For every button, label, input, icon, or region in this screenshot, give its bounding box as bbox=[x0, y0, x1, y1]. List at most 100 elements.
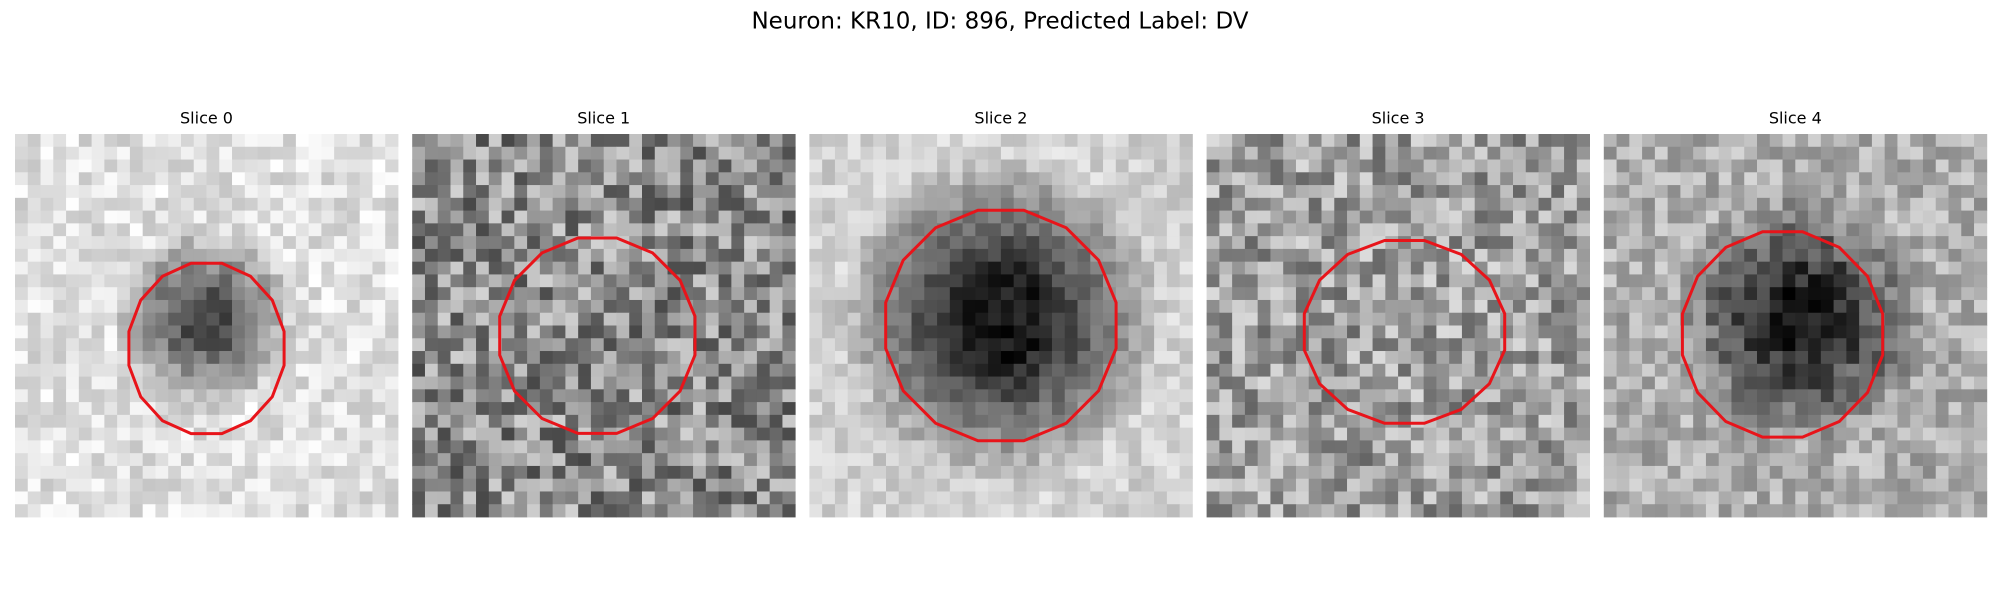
pixel bbox=[1642, 325, 1656, 339]
pixel bbox=[911, 504, 925, 518]
pixel bbox=[15, 134, 29, 148]
pixel bbox=[1000, 210, 1015, 224]
pixel bbox=[1538, 363, 1552, 377]
pixel bbox=[1576, 478, 1590, 492]
pixel bbox=[642, 491, 656, 505]
pixel bbox=[1232, 427, 1246, 441]
pixel bbox=[1103, 236, 1117, 250]
pixel bbox=[219, 363, 233, 377]
pixel bbox=[539, 210, 554, 224]
pixel bbox=[1910, 312, 1924, 326]
pixel bbox=[1757, 414, 1771, 429]
pixel bbox=[1232, 134, 1246, 148]
pixel bbox=[924, 261, 938, 275]
pixel bbox=[1077, 248, 1091, 263]
pixel bbox=[975, 274, 989, 288]
pixel bbox=[1564, 504, 1578, 518]
pixel bbox=[66, 338, 80, 352]
pixel bbox=[359, 478, 373, 492]
pixel bbox=[1859, 299, 1873, 314]
pixel bbox=[27, 414, 41, 429]
pixel bbox=[1219, 146, 1233, 160]
pixel bbox=[1513, 312, 1527, 326]
pixel bbox=[1166, 287, 1181, 301]
pixel bbox=[437, 478, 451, 492]
pixel bbox=[1961, 159, 1975, 173]
pixel bbox=[1206, 134, 1220, 148]
pixel bbox=[180, 274, 195, 288]
pixel bbox=[822, 134, 836, 148]
pixel bbox=[1769, 453, 1783, 467]
pixel bbox=[1283, 453, 1297, 467]
pixel bbox=[1051, 248, 1066, 263]
pixel bbox=[1385, 504, 1399, 518]
pixel bbox=[1166, 465, 1181, 480]
pixel bbox=[756, 223, 771, 237]
pixel bbox=[1090, 478, 1104, 492]
pixel bbox=[1115, 159, 1129, 173]
pixel bbox=[1808, 146, 1822, 160]
pixel bbox=[476, 236, 490, 250]
pixel bbox=[295, 172, 310, 186]
pixel bbox=[898, 172, 912, 186]
pixel bbox=[1564, 389, 1578, 403]
pixel bbox=[1718, 427, 1732, 441]
pixel bbox=[1693, 197, 1707, 211]
pixel bbox=[1283, 363, 1297, 377]
pixel bbox=[769, 427, 783, 441]
pixel bbox=[1232, 504, 1246, 518]
pixel bbox=[1718, 338, 1732, 352]
pixel bbox=[359, 261, 373, 275]
pixel bbox=[1257, 248, 1271, 263]
pixel bbox=[514, 402, 528, 416]
pixel bbox=[975, 491, 989, 505]
pixel bbox=[1436, 223, 1450, 237]
pixel bbox=[308, 363, 322, 377]
pixel bbox=[705, 236, 719, 250]
pixel bbox=[15, 440, 29, 454]
pixel bbox=[616, 465, 630, 480]
pixel bbox=[1935, 325, 1949, 339]
pixel bbox=[1090, 146, 1104, 160]
pixel bbox=[1757, 172, 1771, 186]
pixel bbox=[308, 197, 322, 211]
pixel bbox=[1551, 338, 1565, 352]
pixel bbox=[603, 274, 617, 288]
pixel bbox=[1026, 389, 1040, 403]
pixel bbox=[1525, 210, 1539, 224]
pixel bbox=[476, 134, 490, 148]
pixel bbox=[142, 402, 156, 416]
pixel bbox=[1232, 159, 1246, 173]
pixel bbox=[412, 402, 426, 416]
pixel bbox=[1705, 465, 1720, 480]
pixel bbox=[886, 504, 900, 518]
pixel bbox=[1295, 223, 1310, 237]
pixel bbox=[1166, 236, 1181, 250]
pixel bbox=[1538, 351, 1552, 365]
pixel bbox=[1128, 287, 1142, 301]
pixel bbox=[1603, 427, 1617, 441]
pixel bbox=[1782, 159, 1796, 173]
pixel bbox=[40, 389, 54, 403]
pixel bbox=[40, 236, 54, 250]
pixel bbox=[27, 491, 41, 505]
pixel bbox=[860, 491, 874, 505]
pixel bbox=[1347, 146, 1361, 160]
pixel bbox=[1884, 338, 1898, 352]
pixel bbox=[1128, 274, 1142, 288]
pixel bbox=[1461, 287, 1476, 301]
pixel bbox=[53, 351, 67, 365]
pixel bbox=[1910, 465, 1924, 480]
pixel bbox=[642, 236, 656, 250]
pixel bbox=[1423, 210, 1437, 224]
pixel bbox=[15, 351, 29, 365]
pixel bbox=[1026, 172, 1040, 186]
pixel bbox=[1449, 465, 1463, 480]
pixel bbox=[680, 274, 694, 288]
pixel bbox=[565, 504, 579, 518]
pixel bbox=[1538, 402, 1552, 416]
pixel bbox=[1910, 478, 1924, 492]
pixel bbox=[654, 338, 668, 352]
pixel bbox=[731, 440, 745, 454]
pixel bbox=[1910, 338, 1924, 352]
